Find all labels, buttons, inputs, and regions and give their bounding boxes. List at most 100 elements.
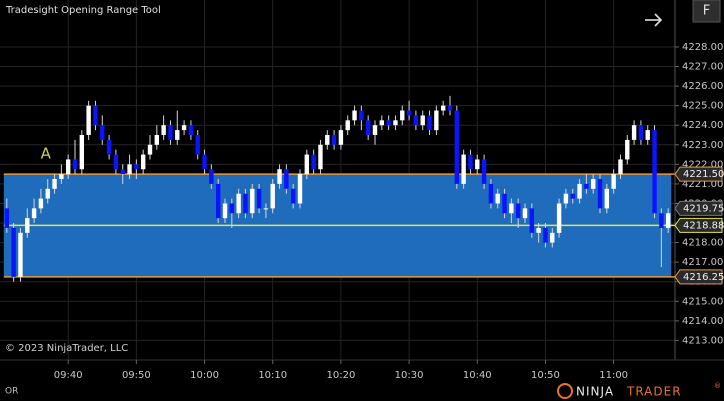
candle-body	[352, 110, 357, 121]
candle-body	[154, 135, 160, 145]
candle-body	[270, 183, 275, 209]
candle-body	[256, 188, 262, 209]
logo-mark: ®	[714, 382, 721, 390]
candle-body	[161, 125, 166, 135]
candle-body	[440, 105, 446, 111]
candle-body	[570, 193, 575, 199]
candle-body	[215, 183, 221, 219]
candle-body	[372, 125, 378, 135]
candle-body	[304, 154, 310, 175]
candle-body	[393, 120, 398, 126]
candle-body	[72, 159, 78, 170]
y-tick-label: 4214.00	[682, 316, 723, 327]
candle-body	[202, 154, 207, 170]
y-tick-label: 4215.00	[682, 296, 723, 307]
candle-body	[577, 183, 582, 199]
menu-button[interactable]: F	[692, 0, 721, 23]
candle-body	[522, 208, 528, 219]
candle-body	[495, 193, 500, 204]
x-tick-label: 09:40	[54, 370, 83, 381]
range-annotation: A	[41, 145, 52, 163]
candle-body	[468, 154, 473, 170]
logo-left: NINJA	[576, 385, 614, 399]
candle-body	[140, 154, 146, 170]
candle-body	[590, 179, 596, 189]
candle-body	[38, 198, 44, 209]
candle-body	[447, 105, 453, 111]
candle-body	[25, 218, 30, 233]
candle-body	[550, 232, 555, 243]
price-tag	[674, 269, 723, 285]
candle-body	[250, 188, 255, 214]
price-tag-label: 4219.75	[683, 203, 724, 214]
candle-body	[625, 139, 630, 160]
candle-body	[93, 105, 98, 126]
candle-body	[209, 169, 214, 184]
candle-body	[113, 154, 119, 170]
candle-body	[331, 135, 337, 145]
candle-body	[379, 120, 385, 126]
x-tick-label: 10:10	[258, 370, 287, 381]
price-tag	[674, 166, 723, 182]
candle-body	[427, 115, 432, 131]
candle-body	[229, 203, 235, 214]
x-tick-label: 10:30	[395, 370, 424, 381]
x-tick-label: 10:50	[531, 370, 560, 381]
candle-body	[188, 125, 194, 135]
candle-body	[543, 227, 548, 243]
price-tag-label: 4218.88	[683, 220, 724, 231]
candle-body	[65, 159, 71, 175]
candle-body	[11, 227, 16, 277]
candle-body	[638, 125, 644, 140]
candle-body	[665, 213, 671, 228]
candle-body	[243, 193, 248, 214]
candle-body	[106, 139, 112, 155]
candle-body	[386, 120, 391, 126]
candle-body	[236, 193, 241, 214]
candle-body	[488, 183, 494, 204]
candle-body	[529, 208, 535, 233]
candle-body	[86, 105, 91, 135]
candle-body	[345, 120, 350, 131]
y-tick-label: 4228.00	[682, 42, 723, 53]
price-tag-label: 4221.50	[683, 169, 724, 180]
candle-body	[45, 188, 50, 199]
menu-button-label[interactable]: F	[703, 4, 710, 19]
y-tick-label: 4221.00	[682, 179, 723, 190]
candle-body	[168, 125, 173, 140]
candle-body	[481, 159, 487, 184]
candle-body	[611, 174, 616, 189]
candle-body	[461, 154, 466, 184]
candle-body	[181, 125, 187, 131]
candle-body	[18, 232, 23, 277]
candle-body	[318, 144, 323, 170]
candle-body	[134, 164, 139, 170]
candle-body	[659, 213, 664, 228]
candle-body	[263, 208, 269, 210]
y-tick-label: 4227.00	[682, 62, 723, 73]
candle-body	[584, 183, 589, 189]
forward-arrow[interactable]	[645, 13, 663, 27]
candle-body	[618, 159, 623, 175]
price-tag	[674, 217, 723, 233]
candle-body	[311, 154, 316, 170]
candle-body	[631, 125, 637, 140]
candle-body	[195, 135, 200, 155]
candle-body	[338, 130, 344, 145]
candle-body	[4, 208, 10, 228]
candles	[4, 95, 671, 282]
candle-body	[413, 115, 419, 126]
menu-button-box[interactable]	[692, 0, 721, 23]
candle-body	[277, 169, 282, 184]
candle-body	[515, 203, 521, 219]
candle-body	[400, 110, 405, 121]
logo: NINJA TRADER ®	[557, 382, 721, 399]
candle-body	[652, 130, 657, 214]
logo-icon	[557, 383, 573, 399]
candle-body	[645, 130, 650, 140]
x-tick-label: 09:50	[122, 370, 151, 381]
candle-body	[31, 208, 37, 219]
candle-body	[120, 169, 125, 175]
y-tick-label: 4213.00	[682, 335, 723, 346]
